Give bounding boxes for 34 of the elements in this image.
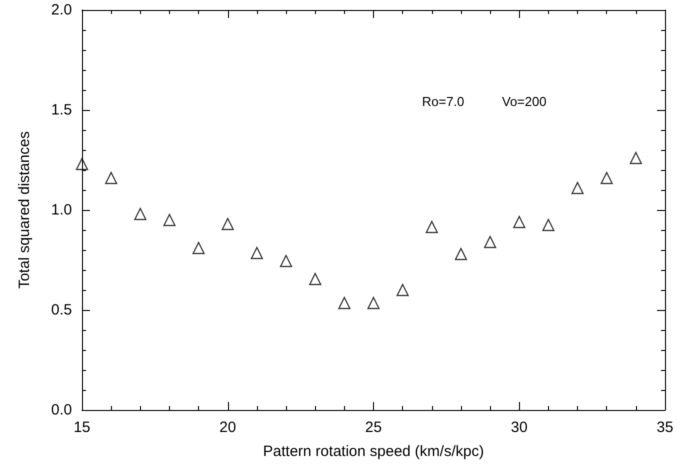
x-axis-title: Pattern rotation speed (km/s/kpc): [263, 443, 484, 460]
point: [250, 246, 263, 260]
point: [571, 182, 584, 194]
point: [396, 284, 409, 296]
y-tick-label: 0.5: [51, 302, 72, 318]
point: [105, 172, 118, 184]
point: [454, 248, 468, 260]
annotation: Ro=7.0: [422, 94, 464, 109]
x-tick-label: 15: [74, 419, 90, 436]
x-tick-label: 25: [365, 419, 382, 436]
point: [367, 296, 380, 310]
point: [338, 296, 350, 310]
point: [134, 208, 146, 220]
point: [222, 218, 234, 230]
y-tick-label: 1.5: [51, 102, 72, 118]
y-axis-title: Total squared distances: [16, 131, 33, 289]
point: [309, 272, 322, 286]
point: [513, 216, 526, 228]
x-tick-label: 35: [656, 419, 674, 436]
point: [600, 172, 613, 184]
point: [630, 152, 642, 164]
point: [163, 214, 176, 226]
point: [426, 220, 438, 234]
x-tick-label: 30: [510, 419, 528, 436]
y-tick-label: 0.0: [51, 402, 72, 418]
annotation: Vo=200: [502, 94, 546, 109]
y-tick-label: 1.0: [51, 202, 72, 218]
point: [192, 242, 205, 254]
point: [280, 254, 292, 268]
x-tick-label: 20: [219, 419, 236, 436]
point: [484, 236, 496, 248]
point: [542, 218, 554, 232]
y-tick-label: 2.0: [51, 2, 72, 18]
point: [76, 158, 88, 170]
